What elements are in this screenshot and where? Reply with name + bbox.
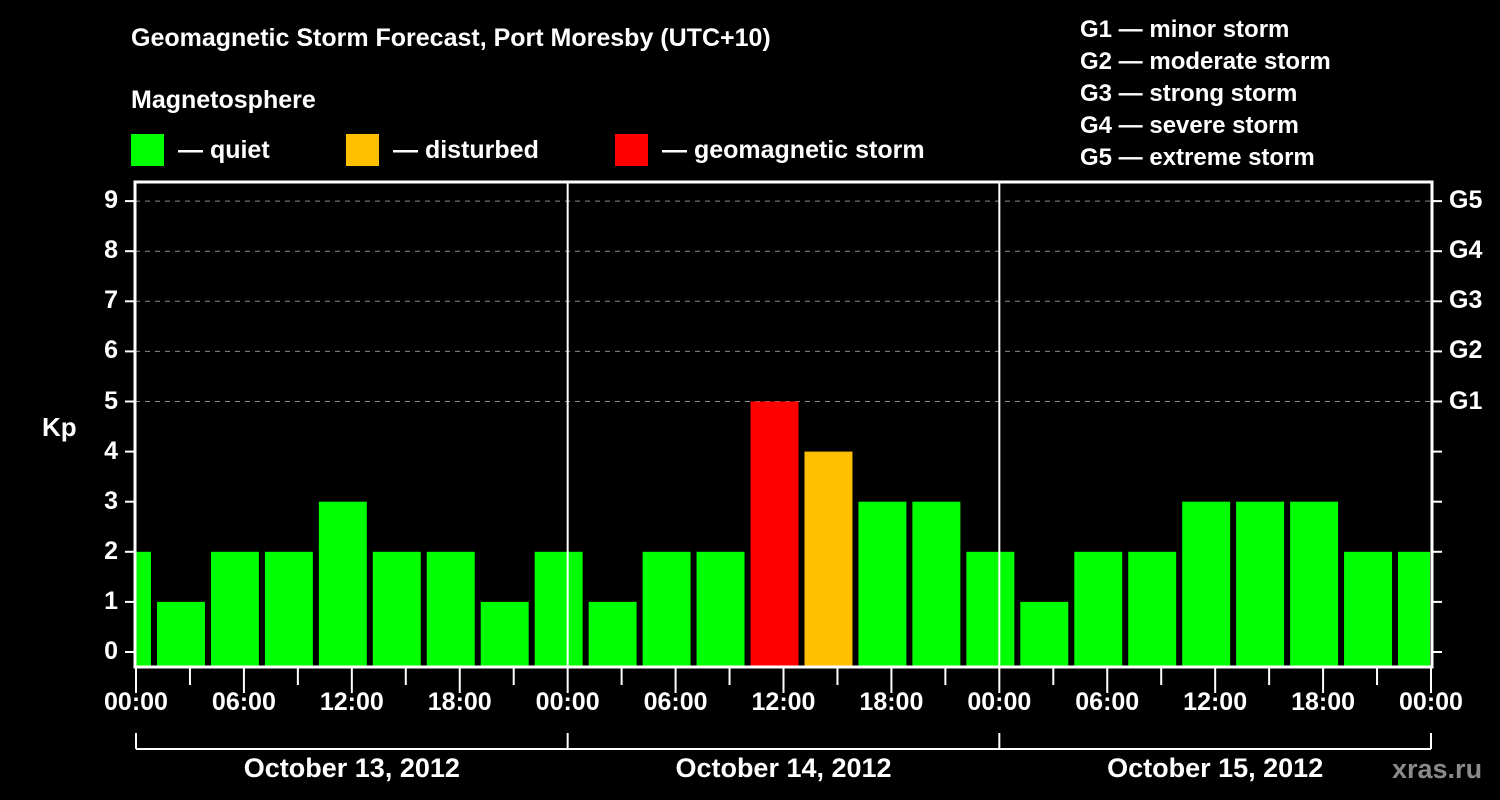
x-tick-label: 06:00 <box>643 688 708 716</box>
g-scale-label: G5 <box>1449 186 1483 215</box>
bar-quiet <box>1020 601 1069 667</box>
bar-quiet <box>1074 551 1123 667</box>
g-scale-label: G4 <box>1449 236 1483 265</box>
bar-quiet <box>1398 551 1430 667</box>
x-tick-label: 06:00 <box>211 688 276 716</box>
bar-quiet <box>858 501 907 667</box>
y-tick-label: 8 <box>104 236 118 265</box>
bar-quiet <box>588 601 637 667</box>
storm-scale-g4: G4 — severe storm <box>1080 112 1299 139</box>
legend-swatch-disturbed <box>346 134 379 166</box>
legend-label-disturbed: — disturbed <box>393 135 539 164</box>
legend-item-quiet: — quiet <box>131 133 270 167</box>
legend-swatch-quiet <box>131 134 164 166</box>
y-tick-label: 7 <box>104 286 118 315</box>
x-tick-label: 00:00 <box>535 688 600 716</box>
legend-label-quiet: — quiet <box>178 135 270 164</box>
date-label: October 13, 2012 <box>243 753 460 783</box>
bar-quiet <box>1344 551 1393 667</box>
y-tick-label: 2 <box>104 536 118 565</box>
bar-quiet <box>156 601 205 667</box>
bar-quiet <box>210 551 259 667</box>
bar-quiet <box>426 551 475 667</box>
y-tick-label: 9 <box>104 186 118 215</box>
storm-scale-g2: G2 — moderate storm <box>1080 48 1331 75</box>
x-tick-label: 12:00 <box>319 688 384 716</box>
x-tick-label: 00:00 <box>104 688 168 716</box>
storm-scale-g5: G5 — extreme storm <box>1080 144 1315 171</box>
legend-item-disturbed: — disturbed <box>346 133 539 167</box>
g-scale-label: G2 <box>1449 336 1483 365</box>
y-tick-label: 1 <box>104 586 118 615</box>
date-label: October 15, 2012 <box>1107 753 1324 783</box>
storm-scale-g3: G3 — strong storm <box>1080 80 1298 107</box>
x-tick-label: 18:00 <box>427 688 492 716</box>
storm-scale-legend: G1 — minor storm G2 — moderate storm G3 … <box>1080 14 1331 174</box>
x-tick-label: 00:00 <box>967 688 1032 716</box>
bar-quiet <box>966 551 1015 667</box>
bar-quiet <box>1290 501 1339 667</box>
bar-quiet <box>136 551 151 667</box>
g-scale-label: G3 <box>1449 286 1483 315</box>
bar-quiet <box>480 601 529 667</box>
y-tick-label: 6 <box>104 336 118 365</box>
y-tick-label: 3 <box>104 486 118 515</box>
y-tick-label: 0 <box>104 637 118 665</box>
bar-quiet <box>1128 551 1177 667</box>
x-tick-label: 18:00 <box>859 688 924 716</box>
bar-disturbed <box>804 451 853 667</box>
y-axis-label: Kp <box>42 412 77 442</box>
y-tick-label: 4 <box>104 436 118 465</box>
x-tick-label: 18:00 <box>1291 688 1356 716</box>
x-tick-label: 12:00 <box>1183 688 1248 716</box>
bar-storm <box>750 401 799 667</box>
chart-title: Geomagnetic Storm Forecast, Port Moresby… <box>131 24 771 52</box>
x-tick-label: 12:00 <box>751 688 816 716</box>
legend-label-storm: — geomagnetic storm <box>662 135 925 164</box>
bar-quiet <box>264 551 313 667</box>
legend-title: Magnetosphere <box>131 86 316 114</box>
bar-quiet <box>534 551 583 667</box>
bar-quiet <box>318 501 367 667</box>
x-tick-label: 06:00 <box>1075 688 1140 716</box>
bar-quiet <box>696 551 745 667</box>
bar-quiet <box>912 501 961 667</box>
plot-frame <box>133 180 1434 669</box>
x-tick-label: 00:00 <box>1399 688 1463 716</box>
date-label: October 14, 2012 <box>675 753 892 783</box>
g-scale-label: G1 <box>1449 386 1483 415</box>
bar-quiet <box>1182 501 1231 667</box>
y-tick-label: 5 <box>104 386 118 415</box>
bar-quiet <box>642 551 691 667</box>
bar-quiet <box>1236 501 1285 667</box>
bar-quiet <box>372 551 421 667</box>
legend-item-storm: — geomagnetic storm <box>615 133 925 167</box>
storm-scale-g1: G1 — minor storm <box>1080 16 1290 43</box>
watermark: xras.ru <box>1392 754 1483 784</box>
legend-swatch-storm <box>615 134 648 166</box>
